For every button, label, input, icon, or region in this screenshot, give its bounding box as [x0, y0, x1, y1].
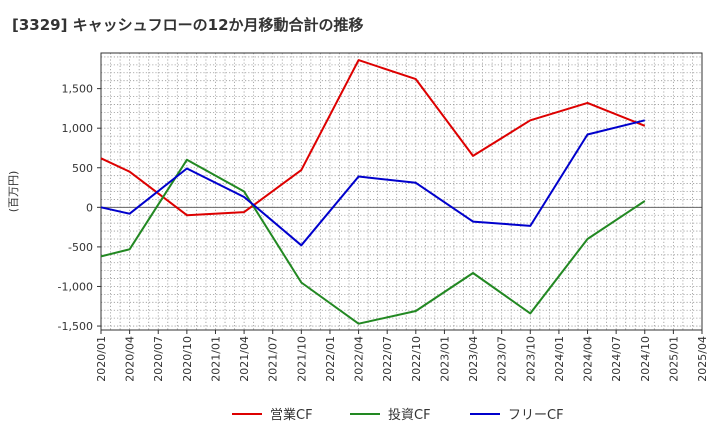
- y-tick-label: 0: [86, 201, 93, 214]
- legend-label: フリーCF: [508, 408, 564, 423]
- x-tick-label: 2020/10: [181, 336, 194, 382]
- x-tick-label: 2023/07: [496, 336, 509, 382]
- x-tick-label: 2024/10: [639, 336, 652, 382]
- y-tick-label: -500: [68, 241, 93, 254]
- x-tick-label: 2021/04: [238, 336, 251, 382]
- x-tick-label: 2021/01: [209, 336, 222, 382]
- x-tick-label: 2021/10: [295, 336, 308, 382]
- series-layer: [100, 59, 646, 325]
- x-tick-label: 2022/04: [353, 336, 366, 382]
- x-tick-label: 2025/01: [667, 336, 680, 382]
- x-tick-label: 2021/07: [267, 336, 280, 382]
- x-tick-label: 2024/07: [610, 336, 623, 382]
- series-line: [100, 158, 646, 325]
- x-tick-label: 2023/01: [438, 336, 451, 382]
- y-axis-label: (百万円): [7, 171, 20, 213]
- series-line: [100, 59, 646, 217]
- legend-label: 営業CF: [270, 407, 313, 423]
- legend: 営業CF 投資CF フリーCF: [232, 407, 564, 423]
- x-tick-label: 2022/10: [410, 336, 423, 382]
- chart-title: [3329] キャッシュフローの12か月移動合計の推移: [12, 16, 364, 34]
- plot-border: [100, 52, 703, 331]
- grid-layer: [100, 53, 703, 330]
- y-tick-label: -1,000: [58, 280, 93, 293]
- x-tick-label: 2024/01: [553, 336, 566, 382]
- x-tick-label: 2022/01: [324, 336, 337, 382]
- y-tick-label: -1,500: [58, 320, 93, 333]
- x-tick-label: 2020/07: [152, 336, 165, 382]
- x-tick-label: 2023/10: [524, 336, 537, 382]
- legend-label: 投資CF: [388, 407, 431, 423]
- x-tick-label: 2022/07: [381, 336, 394, 382]
- x-tick-label: 2023/04: [467, 336, 480, 382]
- x-tick-label: 2025/04: [696, 336, 709, 382]
- y-tick-label: 500: [72, 162, 93, 175]
- series-line: [100, 119, 646, 247]
- y-tick-label: 1,000: [62, 122, 94, 135]
- y-tick-label: 1,500: [62, 83, 94, 96]
- x-tick-label: 2020/01: [95, 336, 108, 382]
- axes-layer: -1,500 -1,000 -500 0 500 1,000 1,500 (百万円) 2020/…: [7, 52, 709, 382]
- x-tick-label: 2020/04: [124, 336, 137, 382]
- x-tick-label: 2024/04: [582, 336, 595, 382]
